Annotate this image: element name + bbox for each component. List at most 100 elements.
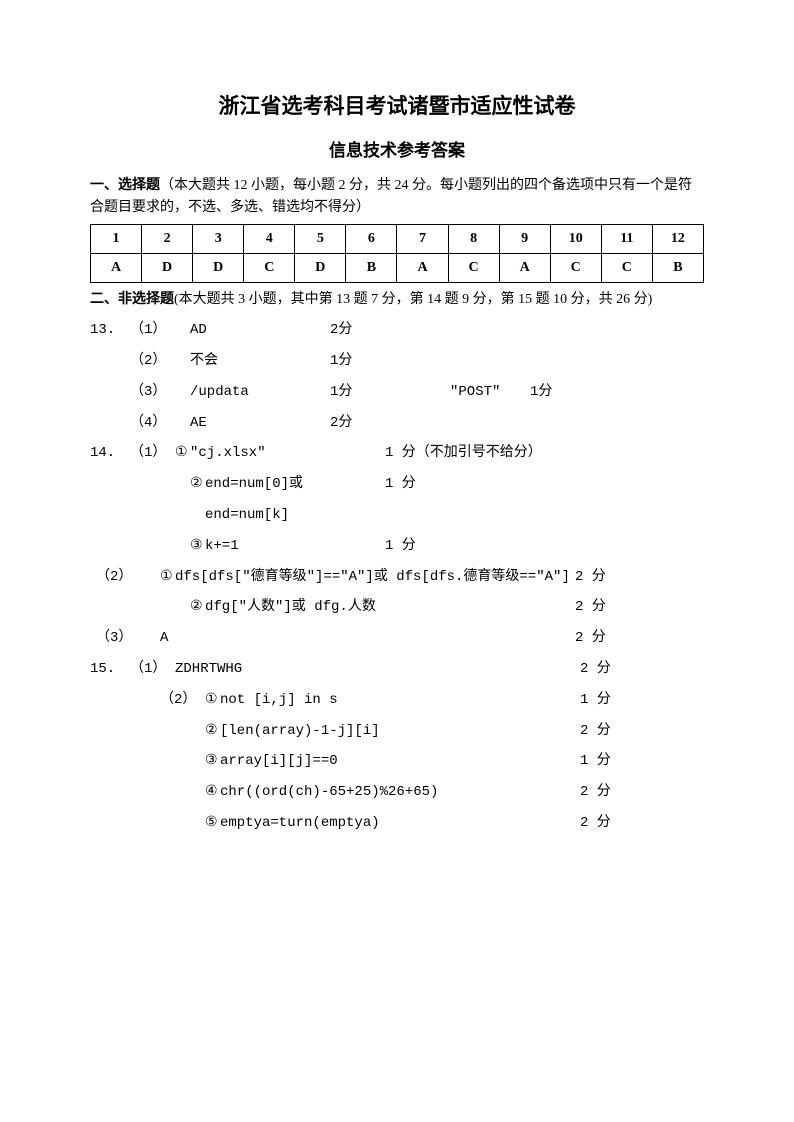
q-label: ① bbox=[175, 438, 190, 469]
q-ans: /updata bbox=[190, 377, 330, 408]
page-subtitle: 信息技术参考答案 bbox=[90, 136, 704, 161]
th: 10 bbox=[550, 224, 601, 253]
q-ans: end=num[0]或 end=num[k] bbox=[205, 469, 385, 531]
q-sub: （2） bbox=[160, 685, 205, 716]
td: C bbox=[550, 253, 601, 282]
q-label: ② bbox=[190, 469, 205, 531]
td: C bbox=[448, 253, 499, 282]
q15-p2a: （2） ① not [i,j] in s 1 分 bbox=[90, 685, 704, 716]
q-extra: "POST" bbox=[450, 377, 530, 408]
q-score: 2 分 bbox=[575, 623, 606, 654]
q-score: 2分 bbox=[330, 408, 352, 439]
q-ans: A bbox=[160, 623, 575, 654]
th: 12 bbox=[652, 224, 703, 253]
q15-p2d: ④ chr((ord(ch)-65+25)%26+65) 2 分 bbox=[90, 777, 704, 808]
td: D bbox=[295, 253, 346, 282]
q-label: ② bbox=[190, 592, 205, 623]
th: 8 bbox=[448, 224, 499, 253]
td: C bbox=[601, 253, 652, 282]
q-label: ③ bbox=[190, 531, 205, 562]
table-answer-row: A D D C D B A C A C C B bbox=[91, 253, 704, 282]
q15-p2b: ② [len(array)-1-j][i] 2 分 bbox=[90, 716, 704, 747]
td: B bbox=[652, 253, 703, 282]
q-label: ② bbox=[205, 716, 220, 747]
q-score: 1 分 bbox=[580, 685, 611, 716]
q-sub: （1） bbox=[130, 438, 175, 469]
q15-p2c: ③ array[i][j]==0 1 分 bbox=[90, 746, 704, 777]
q15-p1: 15. （1） ZDHRTWHG 2 分 bbox=[90, 654, 704, 685]
td: D bbox=[142, 253, 193, 282]
q-label: ① bbox=[205, 685, 220, 716]
q-ans: not [i,j] in s bbox=[220, 685, 580, 716]
table-header-row: 1 2 3 4 5 6 7 8 9 10 11 12 bbox=[91, 224, 704, 253]
q-score: 2 分 bbox=[580, 777, 611, 808]
q-score: 2 分 bbox=[580, 808, 611, 839]
q-extra-score: 1分 bbox=[530, 377, 552, 408]
q14-p1b: ② end=num[0]或 end=num[k] 1 分 bbox=[90, 469, 704, 531]
q13-p2: （2） 不会 1分 bbox=[90, 346, 704, 377]
q-score: 1 分 bbox=[385, 531, 416, 562]
q-ans: AD bbox=[190, 315, 330, 346]
section1-intro: 一、选择题（本大题共 12 小题，每小题 2 分，共 24 分。每小题列出的四个… bbox=[90, 173, 704, 220]
q-ans: [len(array)-1-j][i] bbox=[220, 716, 580, 747]
q-num: 13. bbox=[90, 315, 130, 346]
th: 11 bbox=[601, 224, 652, 253]
q-score: 2 分 bbox=[575, 562, 606, 593]
q15-p2e: ⑤ emptya=turn(emptya) 2 分 bbox=[90, 808, 704, 839]
td: B bbox=[346, 253, 397, 282]
th: 1 bbox=[91, 224, 142, 253]
q-ans: ZDHRTWHG bbox=[175, 654, 580, 685]
th: 7 bbox=[397, 224, 448, 253]
q-ans: dfg["人数"]或 dfg.人数 bbox=[205, 592, 575, 623]
q-sub: （2） bbox=[90, 562, 160, 593]
td: A bbox=[91, 253, 142, 282]
q-label: ① bbox=[160, 562, 175, 593]
th: 5 bbox=[295, 224, 346, 253]
q-score: 2 分 bbox=[575, 592, 606, 623]
q-label: ③ bbox=[205, 746, 220, 777]
q-sub: （1） bbox=[130, 315, 190, 346]
th: 2 bbox=[142, 224, 193, 253]
q-ans: emptya=turn(emptya) bbox=[220, 808, 580, 839]
page-title: 浙江省选考科目考试诸暨市适应性试卷 bbox=[90, 90, 704, 120]
q-score: 1分 bbox=[330, 346, 352, 377]
td: A bbox=[397, 253, 448, 282]
q13-p3: （3） /updata 1分 "POST" 1分 bbox=[90, 377, 704, 408]
section1-intro-text: （本大题共 12 小题，每小题 2 分，共 24 分。每小题列出的四个备选项中只… bbox=[90, 178, 692, 215]
q-sub: （3） bbox=[130, 377, 190, 408]
q-score: 2 分 bbox=[580, 654, 611, 685]
q13-p4: （4） AE 2分 bbox=[90, 408, 704, 439]
q14-p3: （3） A 2 分 bbox=[90, 623, 704, 654]
q14-p2a: （2） ① dfs[dfs["德育等级"]=="A"]或 dfs[dfs.德育等… bbox=[90, 562, 704, 593]
q-score: 1 分 bbox=[385, 469, 416, 531]
q-sub: （3） bbox=[90, 623, 160, 654]
q-sub: （2） bbox=[130, 346, 190, 377]
q-label: ④ bbox=[205, 777, 220, 808]
th: 6 bbox=[346, 224, 397, 253]
q-score: 2 分 bbox=[580, 716, 611, 747]
section1-label: 一、选择题 bbox=[90, 176, 160, 192]
th: 3 bbox=[193, 224, 244, 253]
q14-p2b: ② dfg["人数"]或 dfg.人数 2 分 bbox=[90, 592, 704, 623]
q13-p1: 13. （1） AD 2分 bbox=[90, 315, 704, 346]
q-score: 2分 bbox=[330, 315, 352, 346]
q-ans: "cj.xlsx" bbox=[190, 438, 385, 469]
td: C bbox=[244, 253, 295, 282]
q-sub: （4） bbox=[130, 408, 190, 439]
q-ans: array[i][j]==0 bbox=[220, 746, 580, 777]
q-sub: （1） bbox=[130, 654, 175, 685]
td: A bbox=[499, 253, 550, 282]
th: 4 bbox=[244, 224, 295, 253]
q-ans: chr((ord(ch)-65+25)%26+65) bbox=[220, 777, 580, 808]
q-num: 15. bbox=[90, 654, 130, 685]
q14-p1a: 14. （1） ① "cj.xlsx" 1 分（不加引号不给分） bbox=[90, 438, 704, 469]
answer-table: 1 2 3 4 5 6 7 8 9 10 11 12 A D D C D B A… bbox=[90, 224, 704, 283]
q-ans: k+=1 bbox=[205, 531, 385, 562]
q-ans: dfs[dfs["德育等级"]=="A"]或 dfs[dfs.德育等级=="A"… bbox=[175, 562, 575, 593]
q-score: 1 分 bbox=[580, 746, 611, 777]
q-num: 14. bbox=[90, 438, 130, 469]
q-ans: AE bbox=[190, 408, 330, 439]
q-score: 1 分（不加引号不给分） bbox=[385, 438, 542, 469]
q14-p1c: ③ k+=1 1 分 bbox=[90, 531, 704, 562]
th: 9 bbox=[499, 224, 550, 253]
